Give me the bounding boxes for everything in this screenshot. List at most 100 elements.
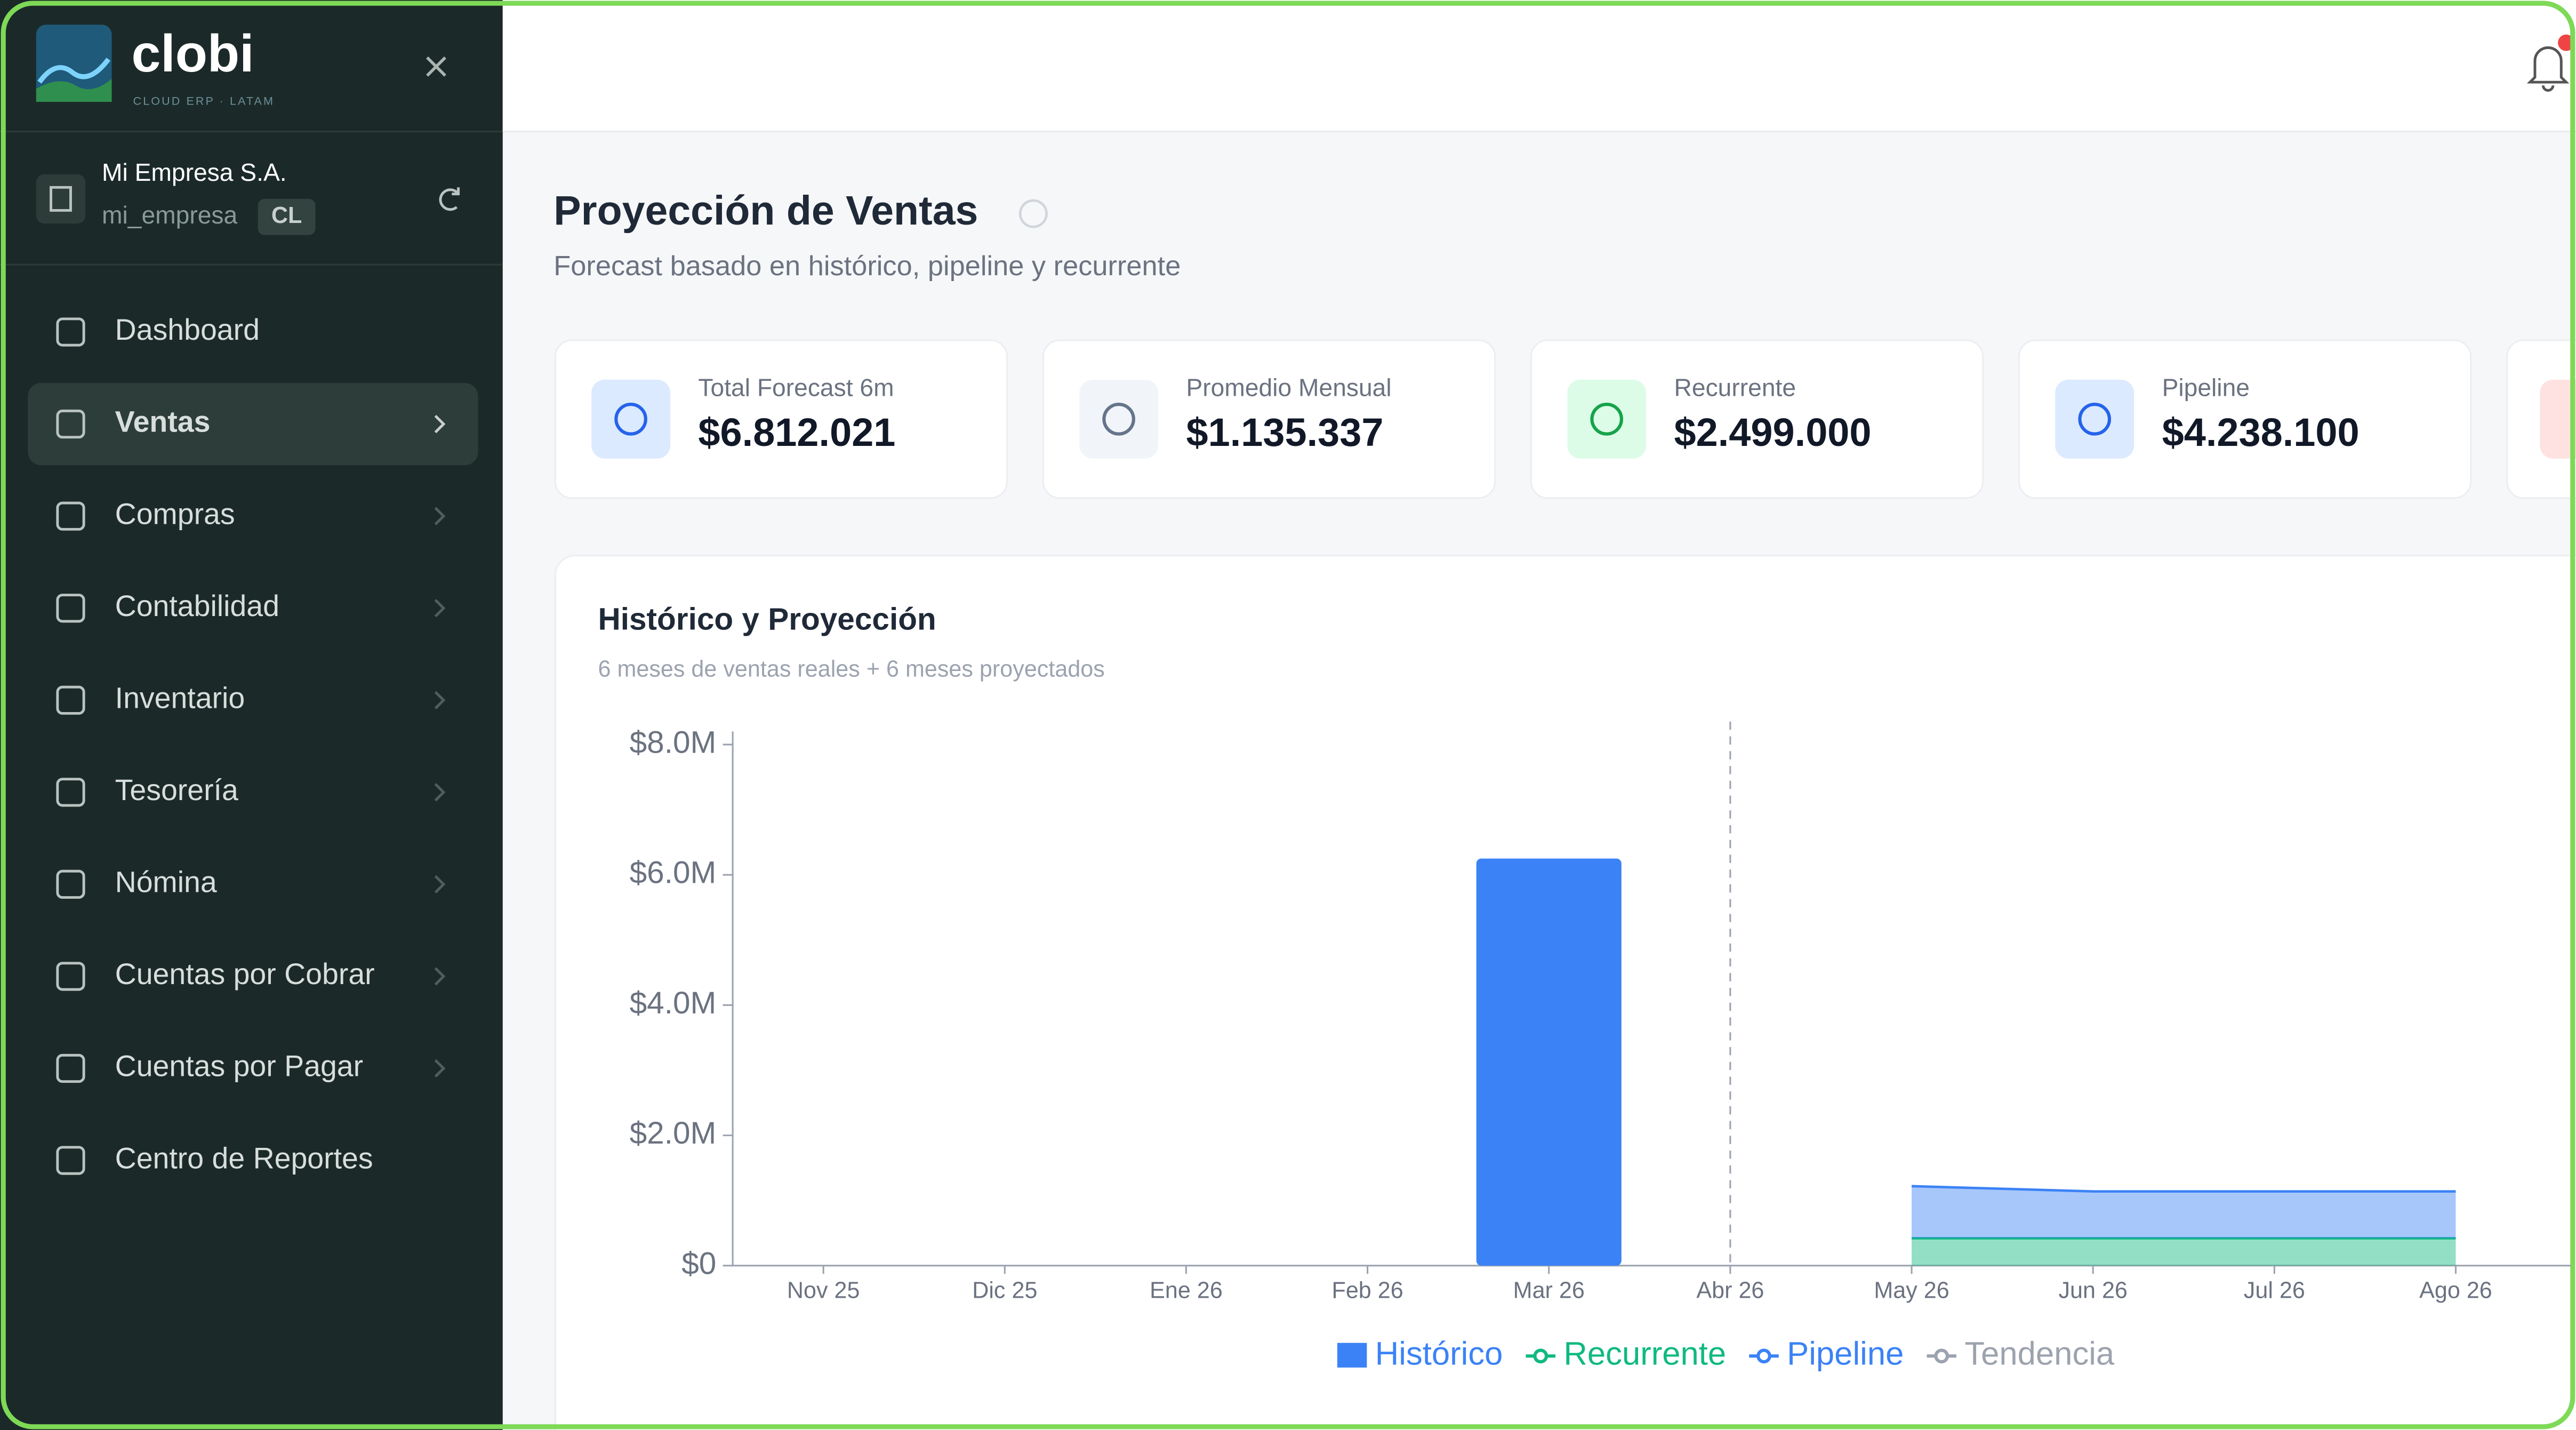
x-tick-label: Nov 25 <box>787 1278 860 1304</box>
switch-company[interactable] <box>439 187 460 211</box>
kpi-label: Pipeline <box>2162 374 2250 402</box>
legend-item[interactable]: Tendencia <box>1927 1336 2115 1372</box>
menu-item[interactable]: Centro de Reportes <box>56 1141 373 1175</box>
legend-label: Pipeline <box>1787 1336 1904 1372</box>
kpi-card: Recurrente $2.499.000 <box>1530 339 1984 499</box>
kpi-card-bg <box>2018 339 2472 499</box>
kpi-glyph <box>1102 402 1135 436</box>
kpi-label: Promedio Mensual <box>1186 374 1391 402</box>
x-tick-label: Mar 26 <box>1513 1278 1585 1304</box>
menu-label: Nómina <box>115 866 217 899</box>
kpi-glyph <box>2078 402 2112 436</box>
legend-item[interactable]: Recurrente <box>1526 1336 1727 1372</box>
kpi-card-bg <box>554 339 1008 499</box>
close-button[interactable] <box>426 56 446 77</box>
company-id: mi_empresa <box>102 201 237 229</box>
menu-label: Tesorería <box>115 773 238 806</box>
company-name: Mi Empresa S.A. <box>102 158 287 186</box>
chevron <box>434 875 446 894</box>
chevron <box>434 691 446 709</box>
sidebar <box>0 0 503 1430</box>
area-line <box>1911 1185 2456 1193</box>
chevron <box>434 599 446 618</box>
kpi-value: $6.812.021 <box>698 410 895 454</box>
menu-icon <box>56 685 85 715</box>
menu-icon <box>56 501 85 531</box>
x-tick-label: Feb 26 <box>1331 1278 1403 1304</box>
x-tick-label: Jul 26 <box>2244 1278 2305 1304</box>
country-badge <box>258 198 316 235</box>
menu-item[interactable]: Contabilidad <box>56 589 446 623</box>
x-tick-label: Ago 26 <box>2419 1278 2492 1304</box>
menu-label: Ventas <box>115 405 211 438</box>
area <box>1912 1238 2456 1266</box>
notification-dot <box>2558 34 2574 51</box>
notifications[interactable] <box>2526 46 2570 92</box>
menu-icon <box>56 409 85 439</box>
legend-label: Recurrente <box>1563 1336 1726 1372</box>
kpi-value: $4.238.100 <box>2162 410 2360 454</box>
kpi-icon <box>1567 379 1647 459</box>
logo-wave <box>37 58 111 84</box>
kpi-card: Promedio Mensual $1.135.337 <box>1042 339 1496 499</box>
kpi-card: Total Forecast 6m $6.812.021 <box>554 339 1008 499</box>
page-title: Proyección de Ventas <box>553 188 978 234</box>
menu-label: Cuentas por Pagar <box>115 1050 363 1083</box>
kpi-icon <box>591 379 671 459</box>
menu-item[interactable]: Cuentas por Cobrar <box>56 957 446 991</box>
legend-item[interactable]: Histórico <box>1337 1336 1503 1372</box>
chevron <box>434 967 446 986</box>
legend-swatch <box>1756 1348 1771 1364</box>
chart-title: Histórico y Proyección <box>598 602 936 636</box>
legend-swatch <box>1533 1348 1548 1364</box>
chevron <box>434 1059 446 1078</box>
kpi-glyph <box>614 402 647 436</box>
active-menu-bg <box>28 383 478 466</box>
x-tick-label: May 26 <box>1874 1278 1949 1304</box>
legend-swatch <box>1337 1343 1367 1368</box>
menu-label: Inventario <box>115 681 245 714</box>
x-tick-label: Abr 26 <box>1696 1278 1764 1304</box>
kpi-icon <box>2055 379 2134 459</box>
area <box>1912 1186 2456 1239</box>
bar <box>1476 858 1622 1266</box>
menu-item[interactable]: Compras <box>56 497 446 531</box>
kpi-card: Pipeline $4.238.100 <box>2018 339 2472 499</box>
brand-tagline: CLOUD ERP · LATAM <box>133 94 275 108</box>
logo-land <box>36 78 112 102</box>
page-subtitle: Forecast basado en histórico, pipeline y… <box>553 251 1181 282</box>
menu-item[interactable]: Nómina <box>56 866 446 899</box>
menu-label: Centro de Reportes <box>115 1141 373 1175</box>
kpi-icon <box>1079 379 1159 459</box>
country: CL <box>271 203 302 228</box>
kpi-glyph <box>1590 402 1624 436</box>
brand: clobi <box>131 24 254 83</box>
menu-item[interactable]: Dashboard <box>56 313 260 347</box>
x-tick-label: Ene 26 <box>1150 1278 1223 1304</box>
kpi-label: Recurrente <box>1674 374 1796 402</box>
y-tick-label: $0 <box>681 1246 716 1281</box>
legend-label: Tendencia <box>1964 1336 2115 1372</box>
menu-label: Compras <box>115 497 235 530</box>
top-bar <box>502 0 2576 132</box>
menu-item[interactable]: Tesorería <box>56 773 446 807</box>
legend-swatch <box>1934 1348 1949 1364</box>
y-tick-label: $8.0M <box>630 725 717 760</box>
menu-item[interactable]: Inventario <box>56 681 446 715</box>
company-icon <box>36 174 86 224</box>
kpi-card-bg <box>1042 339 1496 499</box>
y-tick-label: $2.0M <box>630 1116 717 1151</box>
menu-item[interactable]: Ventas <box>56 405 446 439</box>
chevron <box>434 783 446 802</box>
y-tick-label: $4.0M <box>630 986 717 1020</box>
legend-item[interactable]: Pipeline <box>1749 1336 1904 1372</box>
help-icon[interactable] <box>1018 199 1048 228</box>
menu-icon <box>56 778 85 807</box>
menu-item[interactable]: Cuentas por Pagar <box>56 1050 446 1083</box>
kpi-value: $2.499.000 <box>1674 410 1872 454</box>
menu-icon <box>56 317 85 347</box>
menu-icon <box>56 594 85 623</box>
menu-icon <box>56 962 85 991</box>
kpi-card-bg <box>1530 339 1984 499</box>
